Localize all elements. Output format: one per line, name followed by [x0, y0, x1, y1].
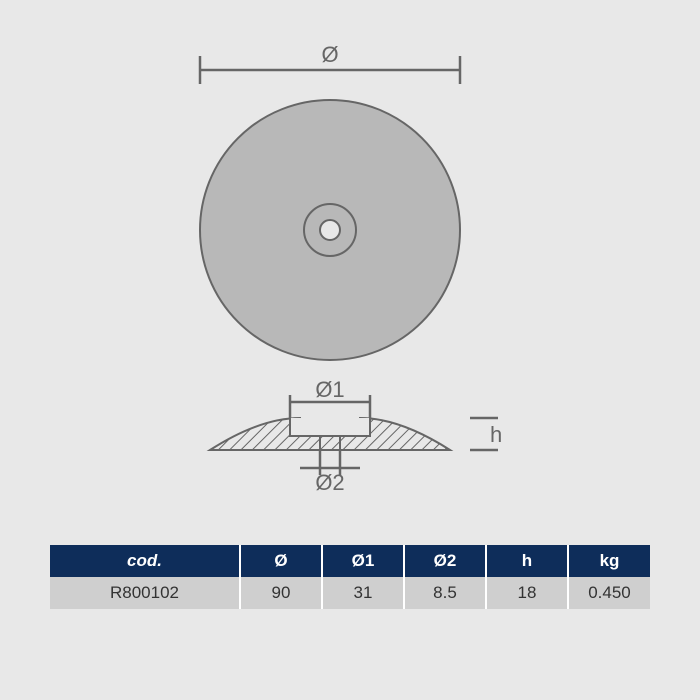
col-cod: cod.: [50, 545, 240, 577]
cell-height: 18: [486, 577, 568, 609]
spec-table: cod. Ø Ø1 Ø2 h kg R800102 90 31 8.5 18 0…: [50, 545, 650, 609]
label-diameter: Ø: [321, 42, 338, 67]
col-diameter2: Ø2: [404, 545, 486, 577]
col-weight: kg: [568, 545, 650, 577]
technical-diagram: Ø Ø1: [0, 0, 700, 520]
label-diameter2: Ø2: [315, 470, 344, 495]
section-view: Ø1 Ø2 h: [210, 377, 502, 495]
label-diameter1: Ø1: [315, 377, 344, 402]
label-height: h: [490, 422, 502, 447]
table-header-row: cod. Ø Ø1 Ø2 h kg: [50, 545, 650, 577]
canvas: Ø Ø1: [0, 0, 700, 700]
col-height: h: [486, 545, 568, 577]
col-diameter: Ø: [240, 545, 322, 577]
cell-weight: 0.450: [568, 577, 650, 609]
spec-table-wrap: cod. Ø Ø1 Ø2 h kg R800102 90 31 8.5 18 0…: [50, 545, 650, 609]
cell-cod: R800102: [50, 577, 240, 609]
cell-diameter: 90: [240, 577, 322, 609]
table-row: R800102 90 31 8.5 18 0.450: [50, 577, 650, 609]
col-diameter1: Ø1: [322, 545, 404, 577]
cell-diameter1: 31: [322, 577, 404, 609]
top-view: [200, 100, 460, 360]
cell-diameter2: 8.5: [404, 577, 486, 609]
